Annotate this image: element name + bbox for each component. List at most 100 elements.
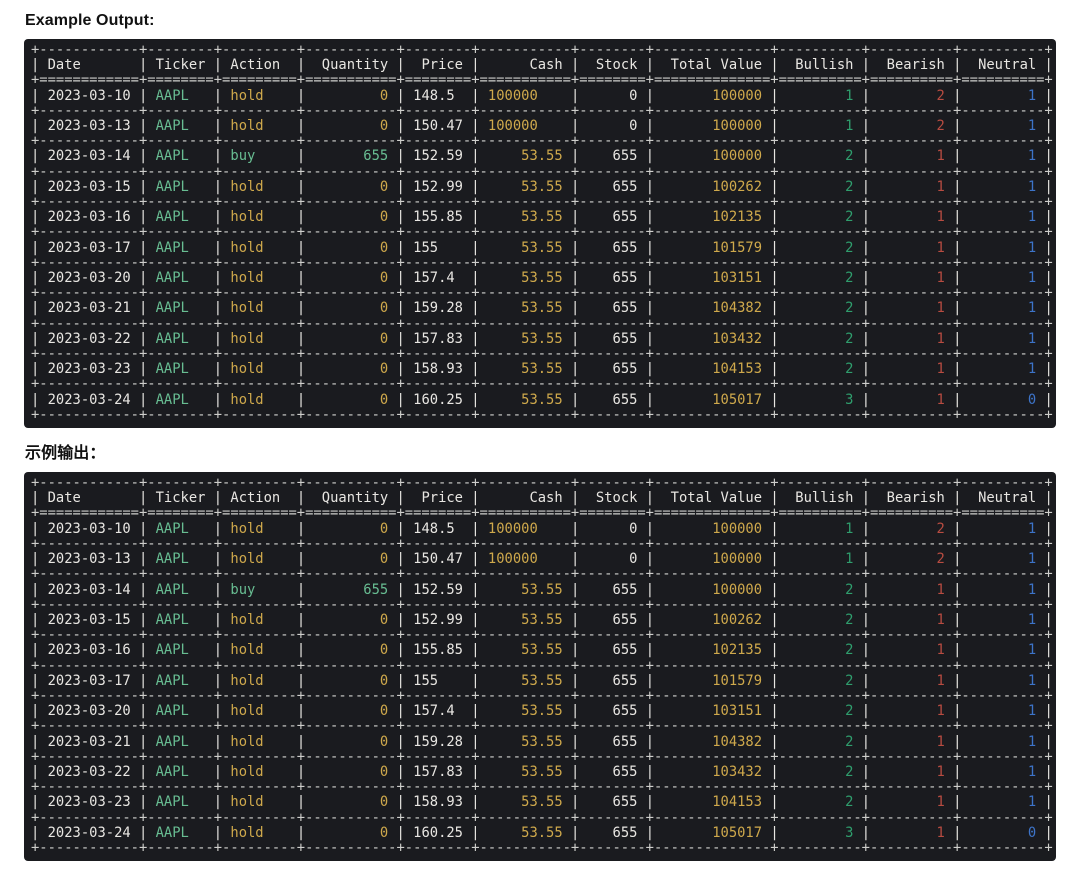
column-divider: |: [396, 672, 405, 689]
column-divider: |: [296, 763, 306, 780]
column-divider: |: [139, 703, 148, 720]
table-border-line: +------------+--------+---------+-------…: [31, 627, 1053, 644]
table-border-line: +------------+--------+---------+-------…: [31, 475, 1053, 492]
table-data-row: | 2023-03-14 | AAPL | buy | 655 | 152.59…: [31, 148, 1053, 165]
cell-quantity: 0: [305, 87, 397, 104]
cell-ticker: AAPL: [147, 551, 214, 568]
cell-bearish: 2: [870, 118, 954, 135]
cell-bullish: 1: [778, 118, 862, 135]
column-divider: |: [861, 300, 871, 317]
cell-total-value: 100262: [654, 178, 771, 195]
cell-price: 148.5: [404, 520, 472, 537]
cell-date: 2023-03-13: [39, 118, 139, 135]
section-heading-english: Example Output:: [25, 12, 155, 29]
cell-cash: 53.55: [479, 703, 571, 720]
table-border-line: +------------+--------+---------+-------…: [31, 42, 1053, 58]
column-divider: |: [861, 178, 871, 195]
column-divider: |: [953, 209, 962, 226]
column-divider: |: [139, 178, 148, 195]
cell-stock: 655: [579, 763, 646, 780]
cell-neutral: 1: [961, 551, 1045, 568]
column-divider: |: [296, 361, 306, 378]
cell-bearish: 2: [870, 87, 954, 104]
cell-date: 2023-03-16: [39, 209, 139, 226]
column-divider: |: [31, 118, 40, 135]
column-divider: |: [139, 270, 148, 287]
cell-stock: 655: [579, 209, 646, 226]
cell-quantity: 0: [305, 300, 397, 317]
column-divider: |: [471, 611, 480, 628]
cell-ticker: AAPL: [147, 118, 214, 135]
cell-ticker: AAPL: [147, 733, 214, 750]
cell-ticker: AAPL: [147, 239, 214, 256]
column-divider: |: [213, 490, 223, 507]
cell-date: 2023-03-17: [39, 672, 139, 689]
column-divider: |: [1044, 209, 1053, 226]
cell-neutral: 1: [961, 611, 1045, 628]
column-divider: |: [953, 87, 962, 104]
table-border-line: +------------+--------+---------+-------…: [31, 346, 1053, 363]
cell-total-value: 103151: [654, 270, 771, 287]
cell-quantity: 0: [305, 611, 397, 628]
cell-ticker: AAPL: [147, 178, 214, 195]
column-divider: |: [471, 330, 480, 347]
column-divider: |: [953, 733, 962, 750]
cell-price: 155: [404, 239, 472, 256]
cell-total-value: 102135: [654, 209, 771, 226]
cell-bullish: 2: [778, 270, 862, 287]
column-divider: |: [1044, 672, 1053, 689]
column-divider: |: [570, 330, 580, 347]
column-divider: |: [861, 520, 871, 537]
column-divider: |: [31, 361, 40, 378]
column-divider: |: [861, 361, 871, 378]
cell-price: 152.59: [404, 581, 472, 598]
column-divider: |: [396, 763, 405, 780]
cell-total-value: 104382: [654, 733, 771, 750]
cell-price: 150.47: [404, 118, 472, 135]
column-divider: |: [570, 270, 580, 287]
column-divider: |: [861, 794, 871, 811]
column-divider: |: [296, 87, 306, 104]
column-divider: |: [570, 490, 580, 507]
cell-date: 2023-03-14: [39, 148, 139, 165]
column-divider: |: [396, 209, 405, 226]
column-divider: |: [139, 300, 148, 317]
cell-stock: 655: [579, 581, 646, 598]
cell-quantity: 0: [305, 733, 397, 750]
column-divider: |: [471, 361, 480, 378]
cell-bearish: 1: [870, 178, 954, 195]
cell-quantity: 0: [305, 330, 397, 347]
column-divider: |: [213, 209, 223, 226]
column-divider: |: [861, 209, 871, 226]
cell-ticker: AAPL: [147, 520, 214, 537]
cell-neutral: 1: [961, 703, 1045, 720]
column-divider: |: [861, 672, 871, 689]
cell-stock: 655: [579, 361, 646, 378]
column-divider: |: [861, 270, 871, 287]
cell-total-value: 102135: [654, 642, 771, 659]
column-divider: |: [570, 300, 580, 317]
column-divider: |: [953, 611, 962, 628]
header-action: Action: [222, 57, 297, 74]
cell-ticker: AAPL: [147, 611, 214, 628]
column-divider: |: [31, 733, 40, 750]
column-divider: |: [213, 824, 223, 841]
cell-quantity: 0: [305, 118, 397, 135]
header-action: Action: [222, 490, 297, 507]
column-divider: |: [213, 672, 223, 689]
column-divider: |: [645, 824, 655, 841]
cell-price: 148.5: [404, 87, 472, 104]
cell-stock: 0: [579, 118, 646, 135]
table-border-line: +------------+--------+---------+-------…: [31, 315, 1053, 332]
cell-bearish: 1: [870, 642, 954, 659]
column-divider: |: [1044, 330, 1053, 347]
cell-quantity: 0: [305, 239, 397, 256]
cell-stock: 655: [579, 300, 646, 317]
column-divider: |: [953, 490, 962, 507]
cell-stock: 0: [579, 520, 646, 537]
cell-bullish: 2: [778, 733, 862, 750]
cell-action: hold: [222, 270, 297, 287]
cell-cash: 53.55: [479, 824, 571, 841]
column-divider: |: [861, 118, 871, 135]
cell-total-value: 100000: [654, 520, 771, 537]
